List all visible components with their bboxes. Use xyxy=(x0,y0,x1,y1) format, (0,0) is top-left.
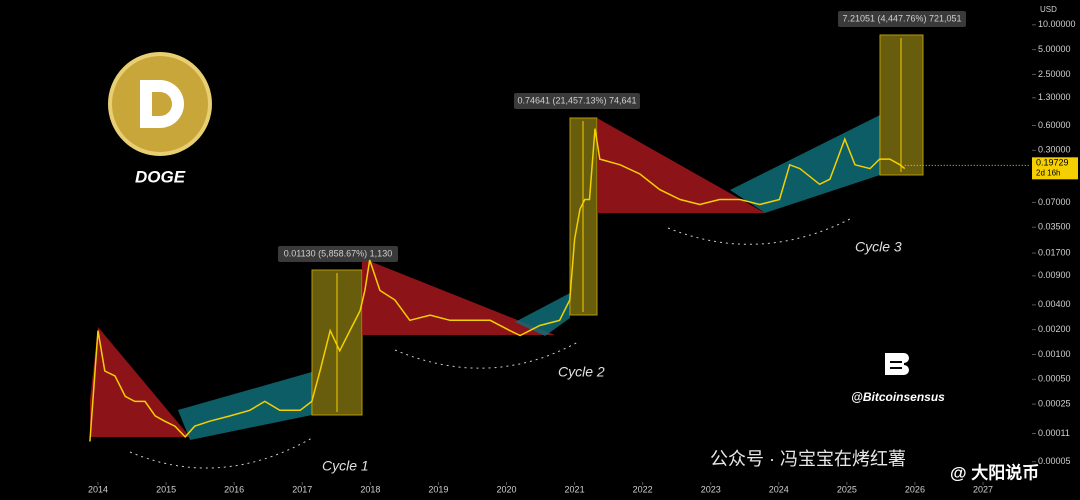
x-tick-label: 2017 xyxy=(292,484,312,494)
coin-name: DOGE xyxy=(135,167,186,186)
x-tick-label: 2023 xyxy=(701,484,721,494)
logo-coin xyxy=(108,52,212,156)
x-tick-label: 2020 xyxy=(496,484,516,494)
cycle-label: Cycle 2 xyxy=(558,364,605,380)
y-tick-label: 0.00400 xyxy=(1038,299,1071,309)
doge-logo xyxy=(108,52,212,156)
y-tick-label: 0.00005 xyxy=(1038,456,1071,466)
y-tick-label: 0.03500 xyxy=(1038,222,1071,232)
y-tick-label: 0.00200 xyxy=(1038,324,1071,334)
y-tick-label: 0.00100 xyxy=(1038,349,1071,359)
countdown: 2d 16h xyxy=(1036,168,1060,177)
x-tick-label: 2026 xyxy=(905,484,925,494)
down-triangle xyxy=(362,258,555,335)
y-tick-label: 1.30000 xyxy=(1038,92,1071,102)
up-channel xyxy=(178,372,312,440)
y-tick-label: 0.00900 xyxy=(1038,270,1071,280)
measure-label: 7.21051 (4,447.76%) 721,051 xyxy=(842,13,961,23)
x-tick-label: 2021 xyxy=(565,484,585,494)
y-tick-label: 0.07000 xyxy=(1038,197,1071,207)
x-tick-label: 2019 xyxy=(428,484,448,494)
up-channel xyxy=(730,115,880,213)
y-tick-label: 0.30000 xyxy=(1038,145,1071,155)
x-tick-label: 2015 xyxy=(156,484,176,494)
y-tick-label: 0.00025 xyxy=(1038,398,1071,408)
y-tick-label: 0.01700 xyxy=(1038,247,1071,257)
measure-label-box xyxy=(514,93,640,109)
credit-logo xyxy=(883,351,911,377)
drawings: 0.01130 (5,858.67%) 1,130 0.74641 (21,45… xyxy=(90,11,966,474)
logo-mark xyxy=(140,80,184,128)
y-tick-label: 2.50000 xyxy=(1038,69,1071,79)
x-tick-label: 2022 xyxy=(633,484,653,494)
last-price-tag xyxy=(1032,157,1078,180)
price-line xyxy=(89,128,906,442)
y-tick-label: 0.00011 xyxy=(1038,428,1070,438)
measure-label-box xyxy=(838,11,966,27)
cycle-arrow xyxy=(394,341,579,369)
y-tick-label: 0.00050 xyxy=(1038,374,1071,384)
y-tick-label: 10.00000 xyxy=(1038,19,1076,29)
y-tick-label: 5.00000 xyxy=(1038,44,1071,54)
down-triangle xyxy=(90,327,190,437)
watermark: @ 大阳说币 xyxy=(950,462,1039,482)
cycle-label: Cycle 1 xyxy=(322,458,369,474)
measure-label-box xyxy=(278,246,398,262)
x-tick-label: 2027 xyxy=(973,484,993,494)
up-channel xyxy=(515,293,570,336)
x-tick-label: 2018 xyxy=(360,484,380,494)
x-tick-label: 2025 xyxy=(837,484,857,494)
last-price-label: 0.19729 xyxy=(1036,158,1069,168)
cycle-label: Cycle 3 xyxy=(855,239,902,255)
watermark: 公众号 · 冯宝宝在烤红薯 xyxy=(710,449,906,469)
measure-label: 0.74641 (21,457.13%) 74,641 xyxy=(517,95,636,105)
y-tick-label: 0.60000 xyxy=(1038,120,1071,130)
currency: USD xyxy=(1040,5,1057,14)
down-triangle xyxy=(597,118,765,213)
x-tick-label: 2016 xyxy=(224,484,244,494)
credit: @Bitcoinsensus xyxy=(851,390,945,404)
x-tick-label: 2014 xyxy=(88,484,108,494)
x-tick-label: 2024 xyxy=(769,484,789,494)
measure-label: 0.01130 (5,858.67%) 1,130 xyxy=(284,248,392,258)
